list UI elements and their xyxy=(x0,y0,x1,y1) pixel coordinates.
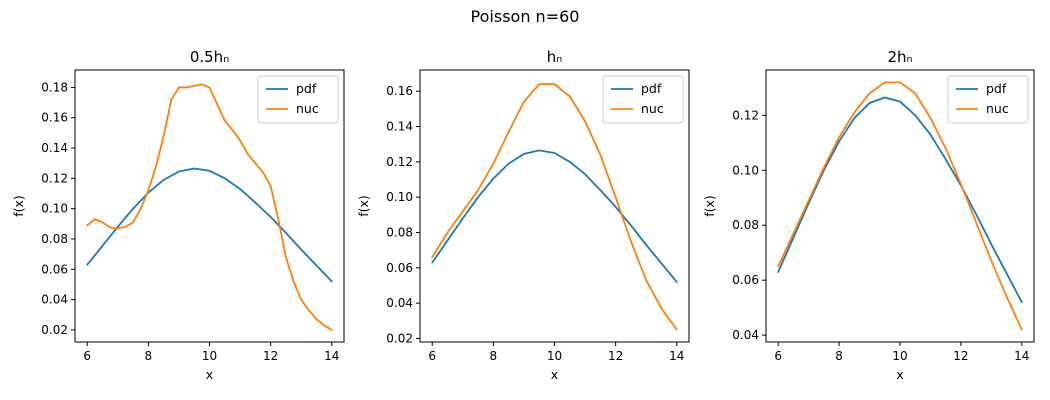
legend-label-pdf: pdf xyxy=(641,81,662,96)
x-tick-label: 6 xyxy=(428,349,436,363)
series-line-nuc xyxy=(86,83,333,331)
legend-label-pdf: pdf xyxy=(986,81,1007,96)
y-tick-label: 0.10 xyxy=(41,202,68,216)
y-tick-label: 0.04 xyxy=(732,328,759,342)
x-tick-label: 6 xyxy=(774,349,782,363)
y-tick-label: 0.08 xyxy=(41,232,68,246)
series-line-pdf xyxy=(86,167,333,283)
y-tick-label: 0.12 xyxy=(732,108,759,122)
series-line-pdf xyxy=(777,96,1023,304)
y-tick-label: 0.06 xyxy=(732,273,759,287)
y-tick-label: 0.04 xyxy=(41,293,68,307)
y-tick-label: 0.04 xyxy=(386,296,413,310)
x-axis-label: x xyxy=(551,367,558,382)
y-tick-label: 0.08 xyxy=(732,218,759,232)
legend-label-pdf: pdf xyxy=(296,81,317,96)
x-axis-label: x xyxy=(896,367,903,382)
y-tick-label: 0.16 xyxy=(41,111,68,125)
x-tick-label: 12 xyxy=(263,349,278,363)
y-tick-label: 0.06 xyxy=(386,261,413,275)
y-tick-label: 0.16 xyxy=(386,84,413,98)
subplot-title: 2hₙ xyxy=(887,48,912,66)
x-tick-label: 10 xyxy=(202,349,217,363)
y-tick-label: 0.10 xyxy=(732,163,759,177)
x-tick-label: 8 xyxy=(835,349,843,363)
x-tick-label: 14 xyxy=(1014,349,1029,363)
subplot-2: 2hₙ x f(x) 6 8 10 12 14 0.04 0.06 0.08 0.10 0.12 p… xyxy=(702,48,1035,382)
y-axis-label: f(x) xyxy=(356,195,371,217)
y-tick-label: 0.02 xyxy=(41,323,68,337)
x-axis-label: x xyxy=(206,367,213,382)
y-tick-label: 0.14 xyxy=(386,120,413,134)
figure-title: Poisson n=60 xyxy=(471,7,580,26)
legend-label-nuc: nuc xyxy=(296,101,319,116)
legend-label-nuc: nuc xyxy=(986,101,1009,116)
x-tick-label: 6 xyxy=(83,349,91,363)
subplot-1: hₙ x f(x) 6 8 10 12 14 0.02 0.04 0.06 0.08 0.10 0.… xyxy=(356,48,690,382)
x-tick-label: 14 xyxy=(669,349,684,363)
x-tick-label: 10 xyxy=(547,349,562,363)
subplot-0: 0.5hₙ x f(x) 6 8 10 12 14 0.02 0.04 0.06 0.08 0.1… xyxy=(11,48,345,382)
subplot-title: 0.5hₙ xyxy=(190,48,229,66)
y-tick-label: 0.02 xyxy=(386,331,413,345)
y-axis-label: f(x) xyxy=(11,195,26,217)
subplot-title: hₙ xyxy=(547,48,563,66)
x-tick-label: 12 xyxy=(608,349,623,363)
y-axis-label: f(x) xyxy=(702,195,717,217)
legend-box xyxy=(257,75,339,124)
y-tick-label: 0.18 xyxy=(41,80,68,94)
x-tick-label: 14 xyxy=(324,349,339,363)
series-line-nuc xyxy=(777,81,1023,331)
legend-box xyxy=(602,75,684,124)
x-tick-label: 12 xyxy=(953,349,968,363)
series-line-nuc xyxy=(431,83,678,331)
y-tick-label: 0.14 xyxy=(41,141,68,155)
y-tick-label: 0.08 xyxy=(386,225,413,239)
x-tick-label: 8 xyxy=(490,349,498,363)
x-tick-label: 8 xyxy=(145,349,153,363)
series-line-pdf xyxy=(431,149,678,283)
x-tick-label: 10 xyxy=(892,349,907,363)
legend-box xyxy=(947,75,1029,124)
y-tick-label: 0.06 xyxy=(41,262,68,276)
y-tick-label: 0.12 xyxy=(386,155,413,169)
y-tick-label: 0.12 xyxy=(41,171,68,185)
legend-label-nuc: nuc xyxy=(641,101,664,116)
y-tick-label: 0.10 xyxy=(386,190,413,204)
